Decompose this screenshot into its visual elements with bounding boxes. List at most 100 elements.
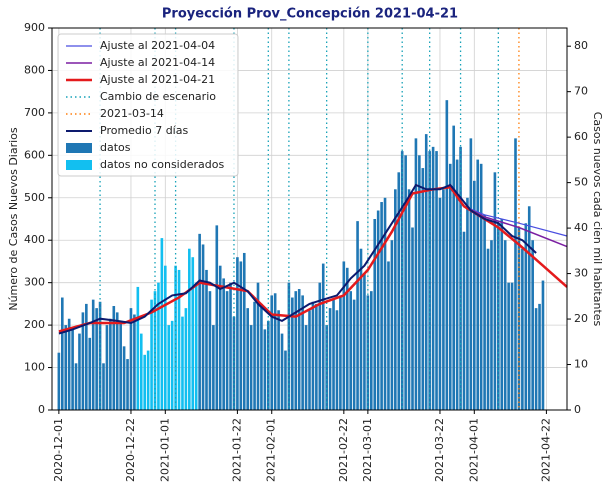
- bar: [98, 301, 102, 410]
- bar: [249, 325, 253, 410]
- bar: [510, 282, 514, 410]
- bar: [112, 306, 116, 410]
- bar: [448, 163, 452, 410]
- bar: [483, 214, 486, 410]
- y2-tick-label: 30: [574, 267, 588, 280]
- bar: [239, 261, 243, 410]
- bar: [507, 282, 510, 410]
- bar: [260, 303, 263, 410]
- bar: [418, 155, 421, 410]
- bar: [287, 282, 291, 410]
- bar: [328, 308, 332, 410]
- bar: [514, 138, 517, 410]
- bar: [339, 295, 342, 410]
- bar: [462, 231, 466, 410]
- y-tick-label: 100: [24, 361, 45, 374]
- bar: [71, 329, 74, 410]
- bar: [304, 325, 308, 410]
- bar: [318, 282, 322, 410]
- y-tick-label: 200: [24, 318, 45, 331]
- bar: [129, 308, 133, 410]
- bar: [294, 291, 298, 410]
- legend: Ajuste al 2021-04-04 Ajuste al 2021-04-14…: [57, 33, 239, 177]
- bar: [466, 197, 469, 410]
- y-tick-label: 800: [24, 63, 45, 76]
- bar: [445, 100, 449, 411]
- bar: [394, 189, 397, 410]
- y2-tick-label: 70: [574, 85, 588, 98]
- bar: [534, 308, 538, 410]
- bar: [229, 282, 232, 410]
- bar: [345, 267, 349, 410]
- bar: [136, 286, 140, 410]
- bar: [163, 265, 167, 410]
- x-tick-label: 2021-03-22: [433, 418, 446, 482]
- bar: [455, 159, 459, 410]
- bar: [236, 257, 239, 410]
- bar: [411, 227, 414, 410]
- y-tick-label: 600: [24, 148, 45, 161]
- bar: [215, 225, 219, 410]
- legend-label: Cambio de escenario: [100, 90, 216, 103]
- bar: [383, 197, 387, 410]
- x-tick-label: 2021-02-01: [265, 418, 278, 482]
- bar: [64, 325, 68, 410]
- bar: [181, 316, 184, 410]
- bar: [277, 310, 280, 410]
- bar: [67, 318, 71, 410]
- bar: [291, 297, 294, 410]
- legend-label: Promedio 7 días: [100, 124, 188, 137]
- bar: [95, 308, 98, 410]
- bar: [342, 261, 346, 410]
- legend-label: datos no considerados: [100, 158, 224, 171]
- x-tick-label: 2021-01-22: [230, 418, 243, 482]
- bar: [407, 189, 411, 410]
- bar: [311, 301, 315, 410]
- x-tick-label: 2020-12-01: [52, 418, 65, 482]
- bar: [297, 289, 301, 410]
- y2-tick-label: 0: [574, 403, 581, 416]
- bar: [133, 314, 136, 410]
- bar: [363, 274, 366, 410]
- bar: [198, 233, 201, 410]
- bar: [74, 363, 78, 410]
- bar: [531, 240, 534, 410]
- bar: [431, 146, 435, 410]
- legend-swatch: [66, 160, 92, 170]
- bar: [315, 303, 318, 410]
- bar: [167, 325, 171, 410]
- bar: [194, 282, 198, 410]
- bar: [122, 346, 126, 410]
- bar: [521, 248, 524, 410]
- bar: [270, 295, 274, 410]
- bar: [160, 238, 164, 410]
- bar: [527, 206, 531, 410]
- legend-swatch: [66, 143, 92, 153]
- bar: [256, 282, 260, 410]
- bar: [91, 299, 95, 410]
- y2-tick-label: 40: [574, 221, 588, 234]
- bar: [332, 299, 335, 410]
- y-tick-label: 700: [24, 106, 45, 119]
- y2-tick-label: 20: [574, 312, 588, 325]
- bar: [356, 221, 359, 410]
- bar: [369, 291, 373, 410]
- bar: [60, 297, 64, 410]
- bar: [538, 303, 541, 410]
- bar: [246, 308, 250, 410]
- bar: [88, 337, 92, 410]
- bar: [301, 295, 304, 410]
- chart-title: Proyección Prov_Concepción 2021-04-21: [162, 7, 458, 22]
- y-axis-label: Número de Casos Nuevos Diarios: [7, 127, 20, 311]
- bar: [387, 261, 390, 410]
- bar: [109, 318, 112, 410]
- bar: [146, 350, 150, 410]
- bar: [486, 248, 490, 410]
- bar: [225, 291, 229, 410]
- line: [58, 183, 537, 335]
- bar: [153, 291, 157, 410]
- bar: [184, 308, 188, 410]
- bar: [102, 363, 105, 410]
- legend-label: 2021-03-14: [100, 107, 164, 120]
- y2-tick-label: 80: [574, 39, 588, 52]
